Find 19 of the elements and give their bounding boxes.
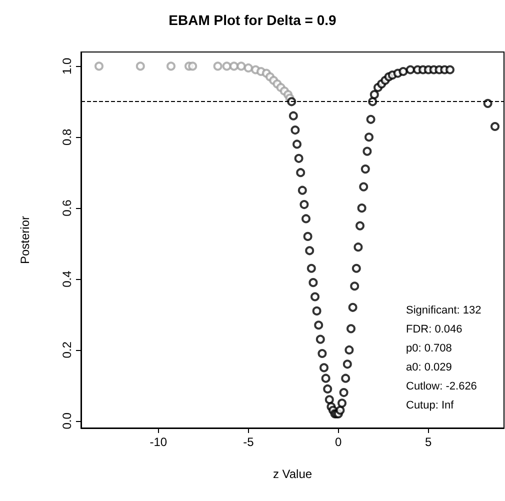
- x-tick-label: -10: [150, 435, 168, 449]
- annotation: p0: 0.708: [406, 342, 452, 354]
- x-axis-title: z Value: [272, 467, 312, 481]
- x-tick-label: 5: [425, 435, 432, 449]
- y-tick-label: 0.0: [60, 412, 74, 430]
- annotation: Significant: 132: [406, 304, 482, 316]
- x-tick-label: 0: [335, 435, 342, 449]
- x-tick-label: -5: [243, 435, 254, 449]
- annotation: a0: 0.029: [406, 362, 452, 374]
- y-tick-label: 1.0: [60, 58, 74, 75]
- y-tick-label: 0.8: [60, 128, 74, 146]
- annotation: FDR: 0.046: [406, 324, 462, 336]
- annotation: Cutup: Inf: [406, 400, 455, 412]
- y-tick-label: 0.4: [60, 270, 74, 288]
- annotation: Cutlow: -2.626: [406, 380, 477, 392]
- chart-title: EBAM Plot for Delta = 0.9: [168, 12, 337, 28]
- y-tick-label: 0.2: [60, 341, 74, 358]
- y-axis-title: Posterior: [18, 216, 32, 264]
- y-tick-label: 0.6: [60, 199, 74, 216]
